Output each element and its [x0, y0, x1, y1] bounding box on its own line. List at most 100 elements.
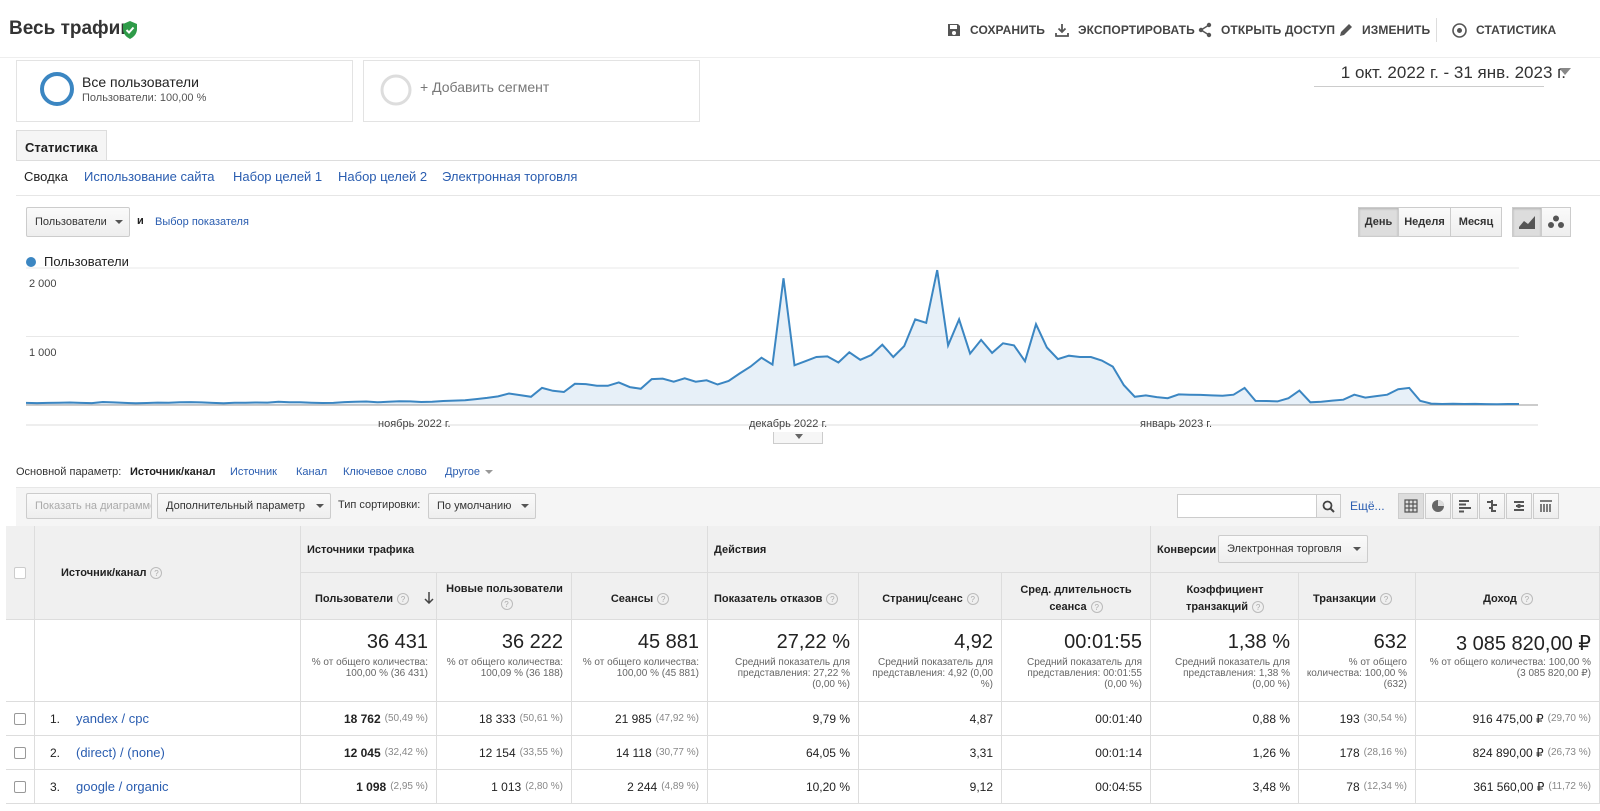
column-header-sessions[interactable]: Сеансы? [572, 573, 708, 620]
view-pivot-button[interactable] [1533, 493, 1559, 519]
total-subtext: % от общего количества: 100,00 % (36 431… [311, 657, 428, 679]
column-header-new-users[interactable]: Новые пользователи? [437, 573, 572, 620]
edit-button[interactable]: ИЗМЕНИТЬ [1338, 20, 1430, 40]
metric-select[interactable]: Пользователи [26, 207, 130, 237]
cell-bounce-rate: 9,79 % [708, 702, 859, 736]
source-medium-link[interactable]: (direct) / (none) [76, 745, 165, 760]
cell-pages-per-session: 3,31 [859, 736, 1002, 770]
download-icon [1055, 24, 1069, 37]
tab-statistics[interactable]: Статистика [16, 130, 107, 161]
help-icon: ? [826, 593, 839, 606]
view-term-cloud-button[interactable] [1506, 493, 1532, 519]
save-button[interactable]: СОХРАНИТЬ [946, 20, 1045, 40]
cell-percent: (4,89 %) [661, 781, 699, 792]
chart-collapse-toggle[interactable] [773, 432, 823, 444]
row-checkbox-cell [6, 736, 35, 770]
total-value: 632 [1373, 631, 1407, 653]
view-pie-button[interactable] [1425, 493, 1451, 519]
segment-all-users[interactable]: Все пользователи Пользователи: 100,00 % [16, 60, 353, 122]
help-icon: ? [397, 593, 410, 606]
view-data-table-button[interactable] [1398, 493, 1424, 519]
dimension-header[interactable]: Источник/канал? [35, 526, 301, 620]
total-value: 36 222 [501, 631, 563, 653]
column-header-conversion-rate[interactable]: Коэффициент транзакций? [1151, 573, 1299, 620]
line-chart-button[interactable] [1512, 207, 1542, 237]
view-comparison-button[interactable] [1479, 493, 1505, 519]
cell-users: 12 045 (32,42 %) [301, 736, 437, 770]
row-checkbox[interactable] [14, 747, 26, 759]
dimension-other[interactable]: Другое [445, 466, 480, 478]
data-table: Источник/канал? Источники трафика Действ… [6, 526, 1600, 811]
share-button[interactable]: ОТКРЫТЬ ДОСТУП [1197, 20, 1335, 40]
cell-avg-session-duration: 00:01:14 [1002, 736, 1151, 770]
total-subtext: % от общего количества: 100,00 % (632) [1306, 657, 1407, 690]
cell-value-wrap: 3,48 % [1253, 770, 1290, 803]
plot-rows-button[interactable]: Показать на диаграмме [26, 493, 152, 519]
select-all-checkbox[interactable] [14, 567, 26, 579]
cell-value: 1 098 [356, 779, 387, 794]
column-header-bounce-rate[interactable]: Показатель отказов? [708, 573, 859, 620]
series-area [26, 270, 1519, 405]
cell-value-wrap: 10,20 % [806, 770, 850, 803]
subtab-goal-set-2[interactable]: Набор целей 2 [338, 169, 428, 184]
column-header-users[interactable]: Пользователи? [301, 573, 437, 620]
cell-value-wrap: 9,12 [970, 770, 993, 803]
column-header-pages-per-session-label: Страниц/сеанс? [859, 593, 1002, 606]
report-header: Весь трафик СОХРАНИТЬ ЭКСПОРТИРОВАТЬ ОТК… [0, 0, 1600, 58]
add-segment-button[interactable]: + Добавить сегмент [363, 60, 700, 122]
more-options-link[interactable]: Ещё... [1350, 499, 1385, 513]
view-performance-button[interactable] [1452, 493, 1478, 519]
line-chart-icon [1519, 216, 1535, 229]
column-header-pages-per-session[interactable]: Страниц/сеанс? [859, 573, 1002, 620]
insights-label: СТАТИСТИКА [1476, 23, 1557, 37]
subtab-ecommerce[interactable]: Электронная торговля [442, 169, 578, 184]
cell-percent: (12,34 %) [1363, 781, 1407, 792]
subtab-site-usage[interactable]: Использование сайта [84, 169, 215, 184]
total-subtext: % от общего количества: 100,00 % (45 881… [582, 657, 699, 679]
dimension-keyword[interactable]: Ключевое слово [343, 466, 427, 478]
conversion-type-select[interactable]: Электронная торговля [1218, 535, 1368, 563]
cell-value-wrap: 21 985 (47,92 %) [615, 702, 699, 735]
series-line [25, 269, 1519, 406]
source-medium-link[interactable]: google / organic [76, 779, 169, 794]
total-subtext: % от общего количества: 100,09 % (36 188… [446, 657, 563, 679]
subtab-summary[interactable]: Сводка [24, 169, 68, 184]
column-header-avg-session-duration[interactable]: Сред. длительность сеанса? [1002, 573, 1151, 620]
choose-metric-link[interactable]: Выбор показателя [155, 216, 249, 228]
total-sessions: 45 881 % от общего количества: 100,00 % (… [572, 620, 708, 702]
dimension-medium[interactable]: Канал [296, 466, 328, 478]
dimension-source[interactable]: Источник [230, 466, 277, 478]
row-checkbox[interactable] [14, 713, 26, 725]
cell-value-wrap: 00:04:55 [1095, 770, 1142, 803]
sort-type-value: По умолчанию [437, 500, 512, 512]
table-search-button[interactable] [1316, 494, 1341, 518]
bubble-chart-icon [1548, 215, 1564, 228]
date-range-picker[interactable]: 1 окт. 2022 г. - 31 янв. 2023 г. [1340, 63, 1566, 82]
sort-type-label: Тип сортировки: [338, 499, 421, 511]
granularity-day-button[interactable]: День [1358, 207, 1399, 237]
motion-chart-button[interactable] [1541, 207, 1571, 237]
subtab-goal-set-1[interactable]: Набор целей 1 [233, 169, 323, 184]
granularity-week-button[interactable]: Неделя [1398, 207, 1451, 237]
column-header-bounce-rate-label: Показатель отказов? [714, 593, 839, 606]
sort-type-select[interactable]: По умолчанию [428, 493, 536, 519]
table-row-dimension: 3. google / organic [35, 770, 301, 804]
cell-percent: (26,73 %) [1547, 747, 1591, 758]
chevron-down-icon[interactable] [1559, 68, 1571, 76]
segment-name: Все пользователи [82, 74, 199, 90]
column-header-revenue[interactable]: Доход? [1416, 573, 1600, 620]
cell-value: 3,31 [969, 745, 993, 760]
row-checkbox[interactable] [14, 781, 26, 793]
cell-percent: (47,92 %) [655, 713, 699, 724]
secondary-dimension-select[interactable]: Дополнительный параметр [157, 493, 331, 519]
table-search-input[interactable] [1177, 494, 1317, 518]
export-button[interactable]: ЭКСПОРТИРОВАТЬ [1054, 20, 1195, 40]
total-value: 45 881 [637, 631, 699, 653]
granularity-month-button[interactable]: Месяц [1450, 207, 1502, 237]
column-header-transactions[interactable]: Транзакции? [1299, 573, 1416, 620]
column-header-new-users-label: Новые пользователи? [446, 583, 563, 611]
chevron-down-icon [485, 470, 493, 474]
insights-button[interactable]: СТАТИСТИКА [1451, 20, 1556, 40]
source-medium-link[interactable]: yandex / cpc [76, 711, 149, 726]
total-value: 27,22 % [776, 631, 850, 653]
